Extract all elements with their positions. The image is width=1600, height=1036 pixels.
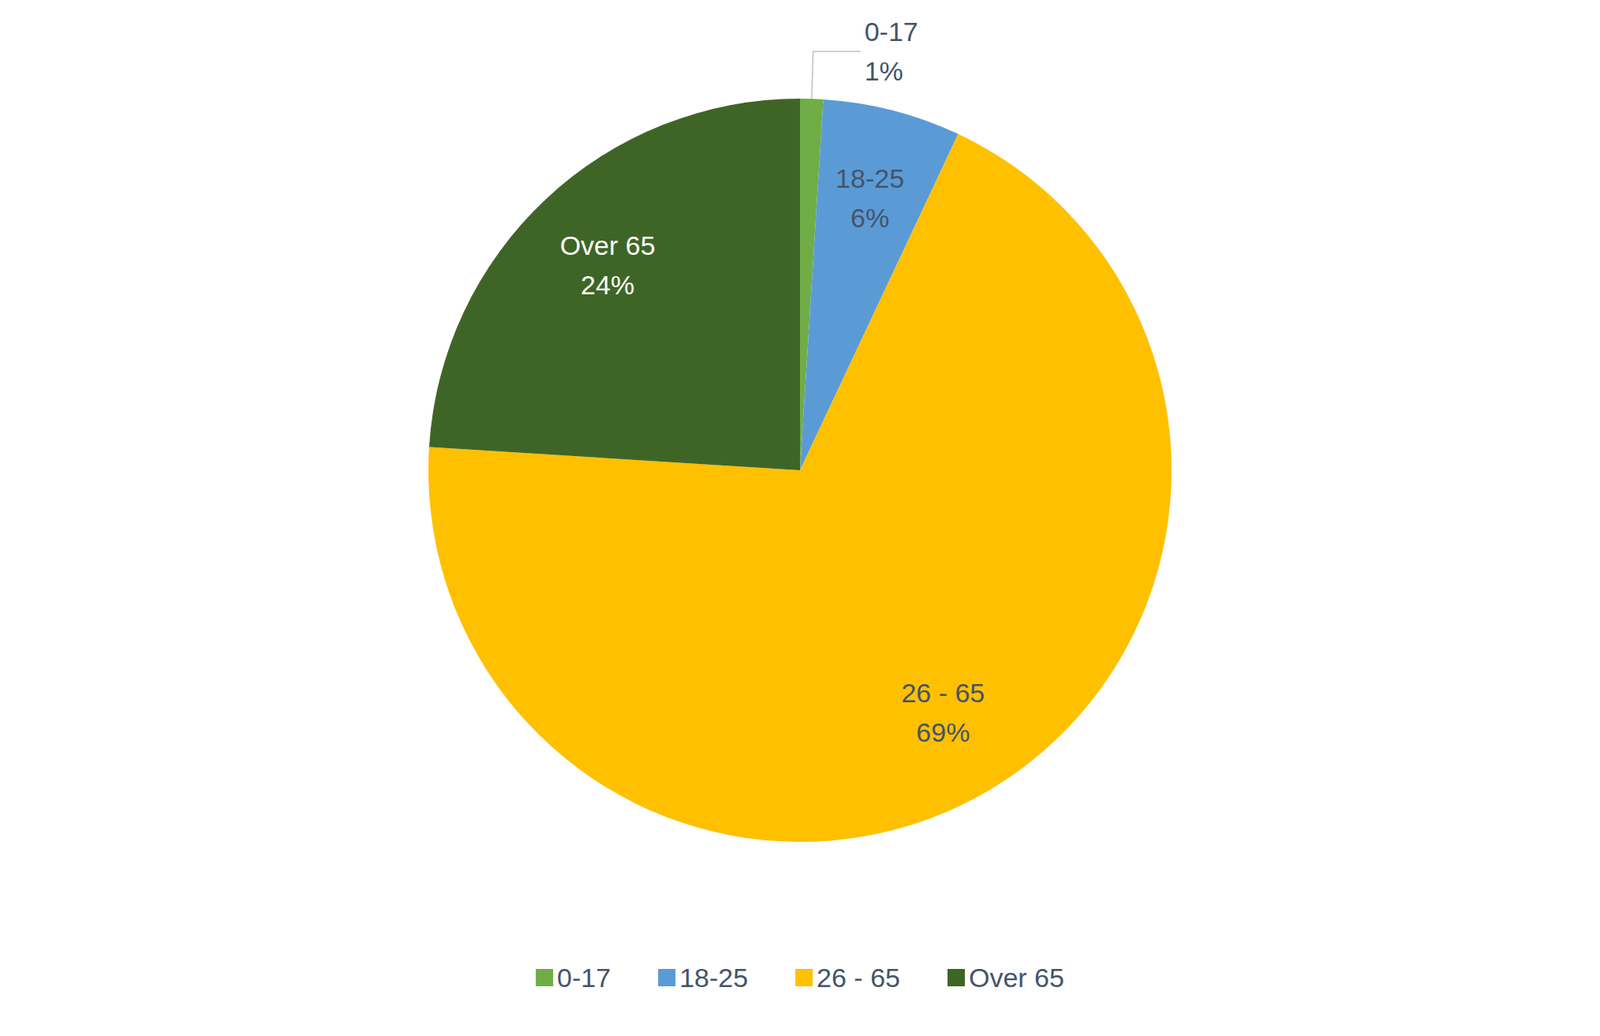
svg-text:26 - 65: 26 - 65 [816, 962, 901, 993]
svg-text:26 - 65: 26 - 65 [900, 677, 985, 708]
svg-text:Over 65: Over 65 [968, 962, 1065, 993]
svg-text:69%: 69% [915, 717, 970, 748]
svg-text:Over 65: Over 65 [560, 230, 656, 261]
svg-text:0-17: 0-17 [864, 16, 919, 47]
svg-text:18-25: 18-25 [679, 962, 748, 993]
svg-text:1%: 1% [864, 56, 904, 86]
svg-text:18-25: 18-25 [835, 163, 905, 194]
svg-text:24%: 24% [580, 269, 635, 300]
svg-text:0-17: 0-17 [557, 962, 611, 993]
svg-text:6%: 6% [850, 202, 890, 233]
